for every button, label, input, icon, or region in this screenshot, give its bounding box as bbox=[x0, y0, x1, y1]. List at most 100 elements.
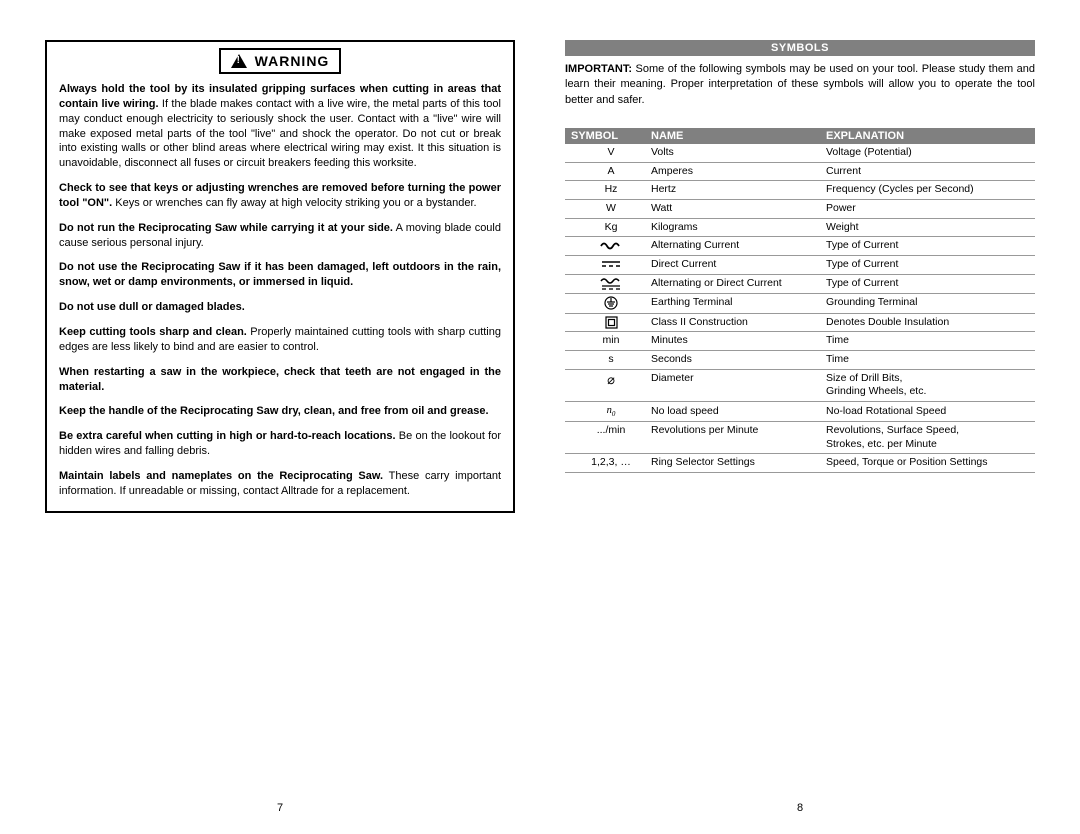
explanation-cell: Time bbox=[826, 334, 1029, 348]
symbol-cell: A bbox=[571, 165, 651, 179]
table-row: WWattPower bbox=[565, 200, 1035, 219]
bold-lead: Do not use dull or damaged blades. bbox=[59, 301, 245, 313]
header-symbol: SYMBOL bbox=[571, 130, 651, 142]
symbol-cell: min bbox=[571, 334, 651, 348]
symbol-cell: W bbox=[571, 202, 651, 216]
bold-lead: Be extra careful when cutting in high or… bbox=[59, 430, 396, 442]
paragraph-rest: Keys or wrenches can fly away at high ve… bbox=[112, 197, 476, 209]
name-cell: Kilograms bbox=[651, 221, 826, 235]
name-cell: Minutes bbox=[651, 334, 826, 348]
name-cell: Alternating or Direct Current bbox=[651, 277, 826, 291]
explanation-cell: Weight bbox=[826, 221, 1029, 235]
warning-paragraph: When restarting a saw in the workpiece, … bbox=[59, 365, 501, 395]
explanation-cell: Speed, Torque or Position Settings bbox=[826, 456, 1029, 470]
explanation-cell: Type of Current bbox=[826, 277, 1029, 291]
bold-lead: When restarting a saw in the workpiece, … bbox=[59, 366, 501, 393]
symbol-cell bbox=[571, 258, 651, 272]
warning-paragraph: Do not run the Reciprocating Saw while c… bbox=[59, 221, 501, 251]
table-row: n0No load speedNo-load Rotational Speed bbox=[565, 402, 1035, 422]
table-row: HzHertzFrequency (Cycles per Second) bbox=[565, 181, 1035, 200]
table-row: Earthing TerminalGrounding Terminal bbox=[565, 294, 1035, 313]
symbol-cell bbox=[571, 239, 651, 253]
warning-box: WARNING Always hold the tool by its insu… bbox=[45, 40, 515, 513]
table-row: KgKilogramsWeight bbox=[565, 219, 1035, 238]
explanation-cell: Time bbox=[826, 353, 1029, 367]
warning-header: WARNING bbox=[47, 42, 513, 76]
important-label: IMPORTANT: bbox=[565, 63, 632, 75]
intro-rest: Some of the following symbols may be use… bbox=[565, 63, 1035, 106]
bold-lead: Keep the handle of the Reciprocating Saw… bbox=[59, 405, 489, 417]
header-explanation: EXPLANATION bbox=[826, 130, 1029, 142]
explanation-cell: Type of Current bbox=[826, 258, 1029, 272]
name-cell: Ring Selector Settings bbox=[651, 456, 826, 470]
explanation-cell: Denotes Double Insulation bbox=[826, 316, 1029, 330]
warning-paragraph: Keep the handle of the Reciprocating Saw… bbox=[59, 404, 501, 419]
name-cell: No load speed bbox=[651, 405, 826, 419]
name-cell: Diameter bbox=[651, 372, 826, 386]
symbol-cell bbox=[571, 296, 651, 310]
warning-paragraph: Do not use the Reciprocating Saw if it h… bbox=[59, 260, 501, 290]
warning-paragraph: Do not use dull or damaged blades. bbox=[59, 300, 501, 315]
symbol-cell: Kg bbox=[571, 221, 651, 235]
explanation-cell: Type of Current bbox=[826, 239, 1029, 253]
bold-lead: Do not run the Reciprocating Saw while c… bbox=[59, 222, 393, 234]
name-cell: Earthing Terminal bbox=[651, 296, 826, 310]
page-7: WARNING Always hold the tool by its insu… bbox=[45, 40, 540, 814]
symbols-table-header: SYMBOL NAME EXPLANATION bbox=[565, 128, 1035, 144]
table-row: ⌀DiameterSize of Drill Bits,Grinding Whe… bbox=[565, 370, 1035, 402]
warning-title: WARNING bbox=[255, 53, 330, 69]
table-row: Direct CurrentType of Current bbox=[565, 256, 1035, 275]
symbol-cell bbox=[571, 316, 651, 330]
name-cell: Hertz bbox=[651, 183, 826, 197]
symbol-cell: ⌀ bbox=[571, 372, 651, 389]
symbol-cell: Hz bbox=[571, 183, 651, 197]
symbol-cell: s bbox=[571, 353, 651, 367]
explanation-cell: Power bbox=[826, 202, 1029, 216]
bold-lead: Maintain labels and nameplates on the Re… bbox=[59, 470, 383, 482]
header-name: NAME bbox=[651, 130, 826, 142]
page-number-right: 8 bbox=[565, 742, 1035, 814]
explanation-cell: Current bbox=[826, 165, 1029, 179]
page-number-left: 7 bbox=[45, 742, 515, 814]
warning-header-inner: WARNING bbox=[219, 48, 342, 74]
name-cell: Class II Construction bbox=[651, 316, 826, 330]
table-row: AAmperesCurrent bbox=[565, 163, 1035, 182]
warning-paragraph: Keep cutting tools sharp and clean. Prop… bbox=[59, 325, 501, 355]
explanation-cell: Grounding Terminal bbox=[826, 296, 1029, 310]
table-row: Alternating CurrentType of Current bbox=[565, 237, 1035, 256]
warning-paragraph: Check to see that keys or adjusting wren… bbox=[59, 181, 501, 211]
symbol-cell: 1,2,3, … bbox=[571, 456, 651, 470]
explanation-cell: Revolutions, Surface Speed,Strokes, etc.… bbox=[826, 424, 1029, 451]
table-row: sSecondsTime bbox=[565, 351, 1035, 370]
warning-triangle-icon bbox=[231, 54, 247, 68]
name-cell: Revolutions per Minute bbox=[651, 424, 826, 438]
symbol-cell bbox=[571, 277, 651, 291]
name-cell: Direct Current bbox=[651, 258, 826, 272]
symbols-table: VVoltsVoltage (Potential)AAmperesCurrent… bbox=[565, 144, 1035, 473]
symbols-section-header: SYMBOLS bbox=[565, 40, 1035, 56]
page-8: SYMBOLS IMPORTANT: Some of the following… bbox=[540, 40, 1035, 814]
bold-lead: Keep cutting tools sharp and clean. bbox=[59, 326, 247, 338]
explanation-cell: Size of Drill Bits,Grinding Wheels, etc. bbox=[826, 372, 1029, 399]
symbol-cell: n0 bbox=[571, 404, 651, 419]
table-row: Alternating or Direct CurrentType of Cur… bbox=[565, 275, 1035, 294]
explanation-cell: Frequency (Cycles per Second) bbox=[826, 183, 1029, 197]
warning-paragraph: Maintain labels and nameplates on the Re… bbox=[59, 469, 501, 499]
table-row: Class II ConstructionDenotes Double Insu… bbox=[565, 314, 1035, 333]
name-cell: Watt bbox=[651, 202, 826, 216]
warning-paragraph: Always hold the tool by its insulated gr… bbox=[59, 82, 501, 171]
warning-body: Always hold the tool by its insulated gr… bbox=[47, 76, 513, 511]
symbols-intro: IMPORTANT: Some of the following symbols… bbox=[565, 62, 1035, 108]
table-row: minMinutesTime bbox=[565, 332, 1035, 351]
name-cell: Volts bbox=[651, 146, 826, 160]
bold-lead: Do not use the Reciprocating Saw if it h… bbox=[59, 261, 501, 288]
symbol-cell: V bbox=[571, 146, 651, 160]
name-cell: Seconds bbox=[651, 353, 826, 367]
name-cell: Alternating Current bbox=[651, 239, 826, 253]
table-row: VVoltsVoltage (Potential) bbox=[565, 144, 1035, 163]
name-cell: Amperes bbox=[651, 165, 826, 179]
symbol-cell: .../min bbox=[571, 424, 651, 438]
explanation-cell: Voltage (Potential) bbox=[826, 146, 1029, 160]
table-row: .../minRevolutions per MinuteRevolutions… bbox=[565, 422, 1035, 454]
table-row: 1,2,3, …Ring Selector SettingsSpeed, Tor… bbox=[565, 454, 1035, 473]
